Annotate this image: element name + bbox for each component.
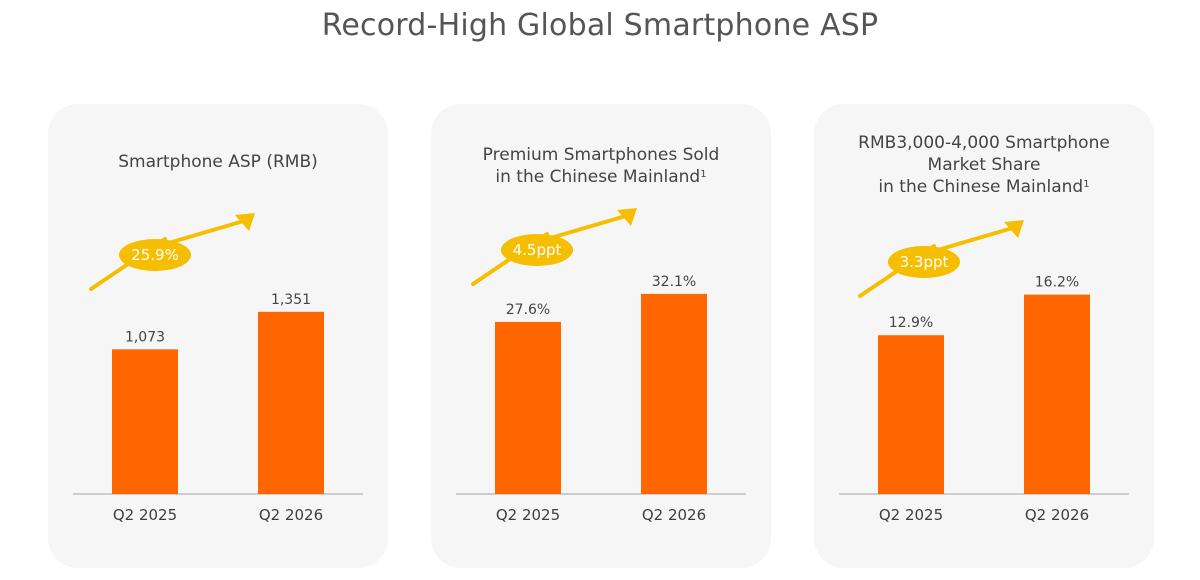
chart-title: Premium Smartphones Sold in the Chinese … — [441, 144, 761, 188]
page-title: Record-High Global Smartphone ASP — [321, 8, 879, 43]
bar — [878, 335, 944, 494]
premium-share-bar-chart: 27.6% Q2 2025 32.1% Q2 2026 4.5ppt — [456, 208, 746, 524]
bar — [495, 321, 561, 494]
chart-title: Smartphone ASP (RMB) — [58, 151, 378, 173]
chart-title-line: in the Chinese Mainland1 — [824, 176, 1144, 198]
value-label: 1,073 — [125, 329, 165, 345]
trend-arrow-head — [617, 208, 637, 226]
chart-title-line: Market Share — [927, 155, 1041, 175]
chart-title: RMB3,000-4,000 Smartphone Market Share i… — [824, 132, 1144, 198]
category-label: Q2 2025 — [496, 506, 560, 524]
value-label: 12.9% — [889, 315, 933, 331]
change-label: 3.3ppt — [900, 253, 949, 271]
footnote-marker: 1 — [700, 169, 707, 180]
chart-title-text: in the Chinese Mainland — [495, 167, 701, 187]
change-badge — [501, 234, 573, 266]
chart-title-line: RMB3,000-4,000 Smartphone — [858, 133, 1110, 153]
chart-title-line: in the Chinese Mainland1 — [441, 166, 761, 188]
asp-chart-card: Smartphone ASP (RMB) 1,073 Q2 2025 1,351 Q2… — [48, 104, 388, 568]
category-label: Q2 2026 — [642, 506, 706, 524]
bar — [258, 311, 324, 494]
bar — [112, 349, 178, 494]
premium-share-chart-card: Premium Smartphones Sold in the Chinese … — [431, 104, 771, 568]
chart-title-text: in the Chinese Mainland — [878, 177, 1084, 197]
chart-title-line: Premium Smartphones Sold — [482, 145, 720, 165]
growth-indicator: 25.9% — [89, 213, 255, 291]
growth-indicator: 4.5ppt — [471, 208, 637, 286]
category-label: Q2 2025 — [879, 506, 943, 524]
change-badge — [119, 239, 191, 271]
category-label: Q2 2026 — [1025, 506, 1089, 524]
mid-range-share-bar-chart: 12.9% Q2 2025 16.2% Q2 2026 3.3ppt — [839, 220, 1129, 524]
bar — [1024, 294, 1090, 494]
value-label: 27.6% — [506, 302, 550, 318]
trend-arrow-head — [235, 213, 255, 231]
chart-title-line: Smartphone ASP (RMB) — [118, 152, 318, 172]
category-label: Q2 2026 — [259, 506, 323, 524]
bar — [641, 293, 707, 494]
change-label: 25.9% — [131, 246, 179, 264]
category-label: Q2 2025 — [113, 506, 177, 524]
change-badge — [888, 246, 960, 278]
asp-bar-chart: 1,073 Q2 2025 1,351 Q2 2026 25.9% — [73, 213, 363, 524]
value-label: 16.2% — [1035, 275, 1079, 291]
value-label: 1,351 — [271, 292, 311, 308]
growth-indicator: 3.3ppt — [858, 220, 1024, 298]
value-label: 32.1% — [652, 274, 696, 290]
trend-arrow-head — [1004, 220, 1024, 238]
change-label: 4.5ppt — [513, 241, 562, 259]
mid-range-share-chart-card: RMB3,000-4,000 Smartphone Market Share i… — [814, 104, 1154, 568]
footnote-marker: 1 — [1083, 179, 1090, 190]
